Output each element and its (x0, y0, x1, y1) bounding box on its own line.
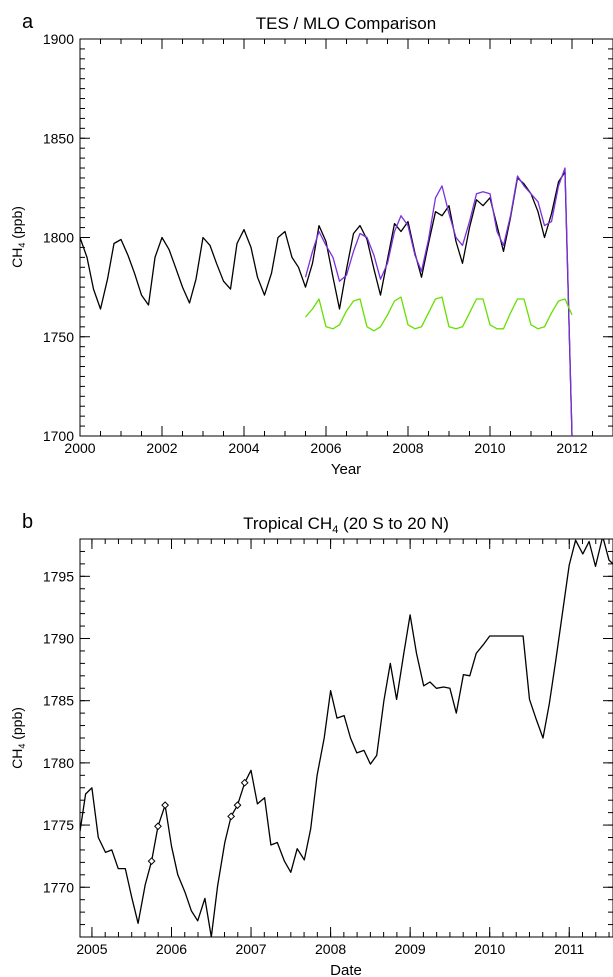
diamond-marker (147, 857, 156, 866)
panel-b-ylabel-sub: 4 (17, 744, 27, 749)
y-tick-label: 1750 (43, 329, 74, 345)
panel-b-plot-frame (79, 538, 613, 938)
x-tick-label: 2010 (474, 440, 505, 456)
series-line-0 (80, 171, 573, 436)
panel-b-title: Tropical CH4 (20 S to 20 N) (243, 514, 449, 536)
panel-b-ylabel-suffix: (ppb) (9, 707, 25, 744)
panel-a-ticks (79, 38, 613, 437)
panel-a-ylabel-main: CH (9, 248, 25, 268)
x-tick-label: 2012 (556, 440, 587, 456)
diamond-marker (233, 801, 242, 810)
panel-a-ylabel-suffix: (ppb) (9, 206, 25, 243)
x-tick-label: 2004 (228, 440, 259, 456)
panel-b-series (80, 539, 613, 937)
y-tick-label: 1850 (43, 130, 74, 146)
x-tick-label: 2000 (64, 440, 95, 456)
y-tick-label: 1775 (43, 817, 74, 833)
y-tick-label: 1800 (43, 230, 74, 246)
panel-a-title: TES / MLO Comparison (256, 14, 436, 33)
panel-a-plot-frame (79, 38, 613, 437)
series-line-0 (80, 539, 613, 937)
x-tick-label: 2006 (310, 440, 341, 456)
y-tick-label: 1790 (43, 631, 74, 647)
series-line-1 (304, 167, 573, 436)
y-tick-label: 1900 (43, 31, 74, 47)
diamond-marker (240, 778, 249, 787)
panel-b-ticks (80, 538, 613, 938)
diamond-marker (227, 812, 236, 821)
panel-b-y-axis-label: CH4 (ppb) (9, 707, 27, 769)
panel-a-series (80, 167, 573, 436)
x-tick-label: 2009 (395, 941, 426, 957)
y-tick-label: 1780 (43, 755, 74, 771)
panel-b: b Tropical CH4 (20 S to 20 N) 2005 2006 20… (9, 511, 613, 977)
x-tick-label: 2008 (392, 440, 423, 456)
y-tick-label: 1700 (43, 428, 74, 444)
y-tick-label: 1795 (43, 568, 74, 584)
panel-a-y-axis-label: CH4 (ppb) (9, 206, 27, 268)
panel-a: a TES / MLO Comparison 2000 2002 2004 2006 2… (9, 11, 613, 478)
panel-b-ylabel-main: CH (9, 749, 25, 769)
panel-a-ylabel-sub: 4 (17, 243, 27, 248)
panel-b-label: b (22, 511, 33, 533)
panel-b-title-sub: 4 (332, 524, 338, 536)
panel-a-x-axis-label: Year (331, 461, 361, 478)
panel-b-tick-labels: 2005 2006 2007 2008 2009 2010 2011 1770 1775 1780… (43, 568, 585, 957)
panel-b-title-suffix: (20 S to 20 N) (338, 514, 449, 533)
x-tick-label: 2007 (235, 941, 266, 957)
x-tick-label: 2011 (554, 941, 584, 957)
x-tick-label: 2008 (315, 941, 346, 957)
x-tick-label: 2006 (156, 941, 187, 957)
y-tick-label: 1785 (43, 693, 74, 709)
series-line-2 (305, 296, 573, 332)
y-tick-label: 1770 (43, 879, 74, 895)
panel-a-tick-labels: 2000 2002 2004 2006 2008 2010 2012 1700 1750 1800… (43, 31, 588, 456)
panel-b-x-axis-label: Date (330, 962, 362, 977)
diamond-marker (161, 801, 170, 810)
diamond-marker (154, 822, 162, 831)
panel-a-label: a (22, 11, 34, 33)
x-tick-label: 2010 (474, 941, 505, 957)
panel-b-title-main: Tropical CH (243, 514, 332, 533)
x-tick-label: 2002 (146, 440, 177, 456)
x-tick-label: 2005 (76, 941, 107, 957)
